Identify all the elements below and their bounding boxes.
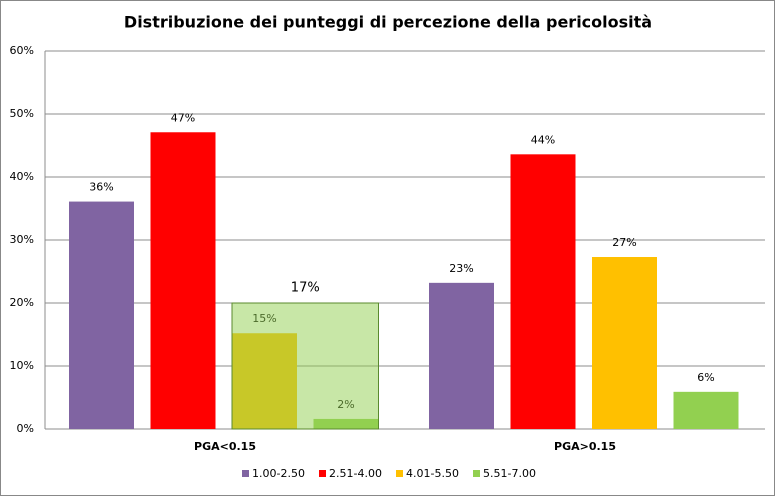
legend-label: 5.51-7.00	[483, 467, 536, 480]
y-tick-label: 50%	[10, 107, 34, 120]
bar	[673, 391, 739, 429]
value-label: 6%	[697, 371, 714, 384]
bar	[150, 132, 216, 429]
y-tick-label: 60%	[10, 44, 34, 57]
y-tick-label: 40%	[10, 170, 34, 183]
annotation: 17%	[291, 281, 320, 296]
value-label: 36%	[89, 181, 113, 194]
y-tick-label: 30%	[10, 233, 34, 246]
bar	[429, 282, 494, 429]
y-tick-label: 20%	[10, 296, 34, 309]
legend-swatch	[319, 470, 326, 477]
legend-swatch	[396, 470, 403, 477]
value-label: 23%	[449, 262, 473, 275]
y-tick-label: 10%	[10, 359, 34, 372]
legend-label: 4.01-5.50	[406, 467, 459, 480]
bar	[592, 257, 657, 429]
bar	[510, 154, 576, 429]
legend-label: 1.00-2.50	[252, 467, 305, 480]
x-tick-label: PGA>0.15	[554, 440, 616, 453]
x-tick-label: PGA<0.15	[194, 440, 256, 453]
bar	[69, 201, 134, 429]
y-tick-label: 0%	[17, 422, 34, 435]
legend-label: 2.51-4.00	[329, 467, 382, 480]
chart-title: Distribuzione dei punteggi di percezione…	[124, 13, 652, 32]
value-label: 44%	[531, 133, 555, 146]
legend-swatch	[242, 470, 249, 477]
value-label: 27%	[612, 236, 636, 249]
legend-swatch	[473, 470, 480, 477]
highlight-box	[231, 302, 379, 430]
value-label: 47%	[171, 111, 195, 124]
